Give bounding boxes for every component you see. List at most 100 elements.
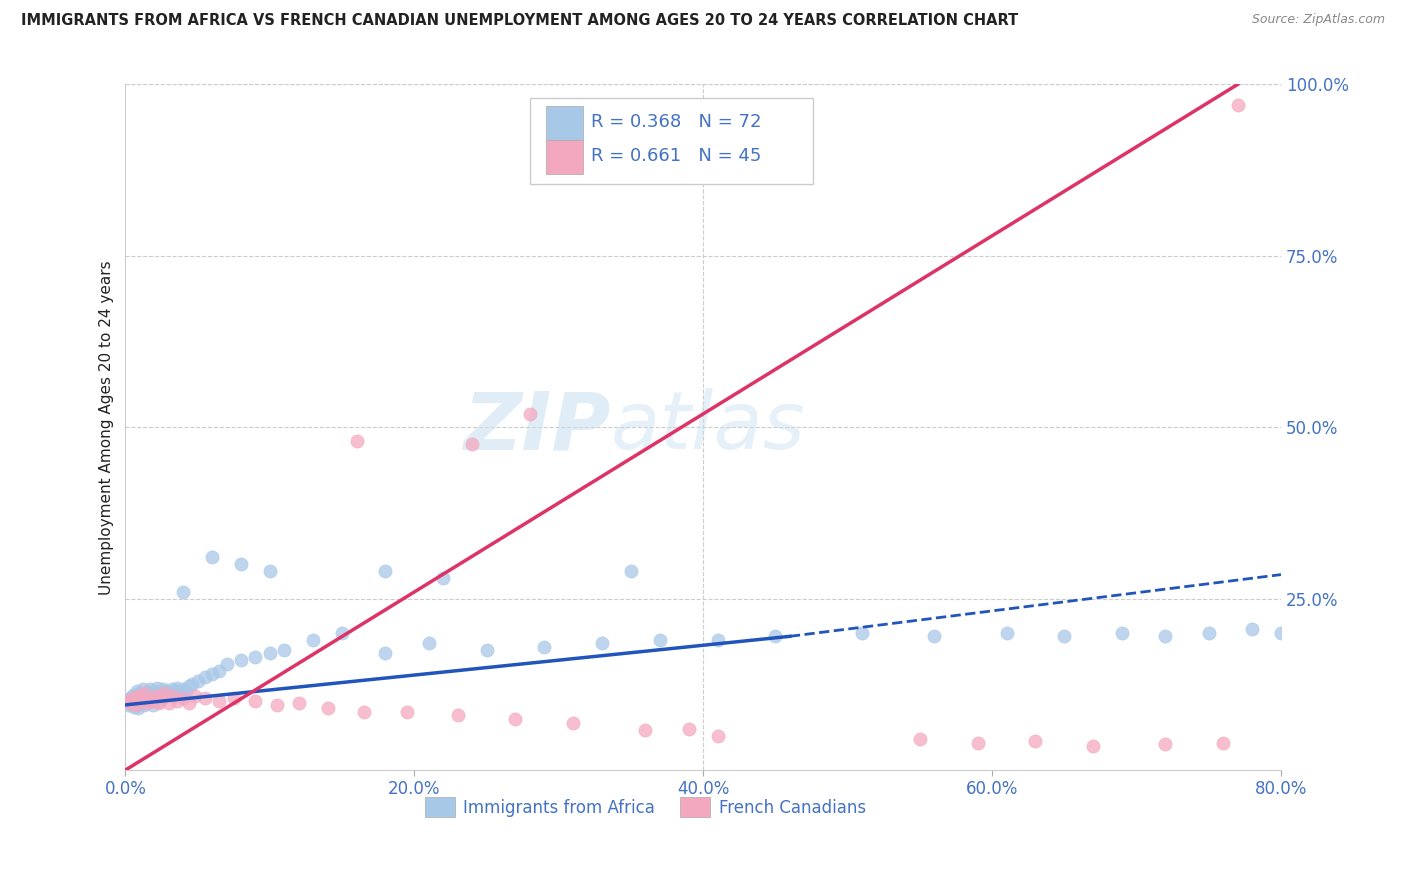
Point	[124, 689, 146, 703]
Point	[1053, 629, 1076, 643]
Point	[302, 632, 325, 647]
Point	[222, 691, 245, 706]
Point	[153, 689, 176, 703]
Point	[634, 723, 657, 738]
Point	[201, 550, 224, 565]
Point	[259, 564, 281, 578]
Point	[150, 691, 173, 706]
Point	[330, 626, 353, 640]
Point	[1111, 626, 1133, 640]
Point	[591, 636, 613, 650]
Point	[142, 694, 165, 708]
Point	[145, 689, 167, 703]
Point	[131, 694, 153, 708]
Point	[115, 694, 138, 708]
Point	[141, 691, 163, 706]
Point	[157, 696, 180, 710]
Point	[166, 694, 188, 708]
Point	[316, 701, 339, 715]
Y-axis label: Unemployment Among Ages 20 to 24 years: Unemployment Among Ages 20 to 24 years	[100, 260, 114, 595]
Point	[346, 434, 368, 448]
Point	[148, 694, 170, 708]
Point	[447, 708, 470, 723]
FancyBboxPatch shape	[546, 140, 583, 174]
Point	[177, 696, 200, 710]
Point	[131, 691, 153, 706]
Point	[122, 700, 145, 714]
Point	[966, 735, 988, 749]
Point	[132, 682, 155, 697]
Point	[461, 437, 484, 451]
Point	[266, 698, 288, 712]
Point	[533, 640, 555, 654]
Point	[1226, 98, 1249, 112]
Point	[121, 688, 143, 702]
Point	[142, 698, 165, 712]
Point	[245, 649, 267, 664]
Point	[145, 689, 167, 703]
Point	[127, 689, 149, 703]
Point	[172, 584, 194, 599]
Point	[138, 694, 160, 708]
Point	[648, 632, 671, 647]
Point	[851, 626, 873, 640]
Point	[519, 407, 541, 421]
Point	[139, 691, 162, 706]
Point	[187, 673, 209, 688]
Point	[148, 696, 170, 710]
Point	[117, 698, 139, 712]
Point	[152, 682, 174, 697]
Text: Source: ZipAtlas.com: Source: ZipAtlas.com	[1251, 13, 1385, 27]
Point	[134, 686, 156, 700]
Point	[150, 691, 173, 706]
Point	[124, 698, 146, 712]
Point	[432, 571, 454, 585]
Point	[155, 684, 177, 698]
FancyBboxPatch shape	[530, 98, 813, 184]
Point	[1212, 735, 1234, 749]
Point	[184, 689, 207, 703]
Point	[215, 657, 238, 671]
Point	[1270, 626, 1292, 640]
Point	[1241, 623, 1264, 637]
Text: atlas: atlas	[610, 388, 806, 467]
Text: R = 0.661   N = 45: R = 0.661 N = 45	[591, 147, 762, 165]
Point	[115, 694, 138, 708]
Point	[194, 691, 217, 706]
Point	[153, 686, 176, 700]
Point	[208, 664, 231, 678]
Point	[1083, 739, 1105, 753]
Point	[475, 643, 498, 657]
Point	[149, 686, 172, 700]
Point	[143, 684, 166, 698]
Point	[418, 636, 440, 650]
Point	[620, 564, 643, 578]
Point	[924, 629, 946, 643]
Point	[1024, 734, 1046, 748]
Point	[273, 643, 295, 657]
Point	[146, 681, 169, 695]
Point	[139, 682, 162, 697]
Point	[908, 732, 931, 747]
Point	[995, 626, 1018, 640]
Point	[163, 684, 186, 698]
Point	[134, 698, 156, 712]
Point	[678, 722, 700, 736]
Point	[353, 705, 375, 719]
Point	[118, 696, 141, 710]
Point	[172, 691, 194, 706]
FancyBboxPatch shape	[546, 105, 583, 140]
Point	[157, 686, 180, 700]
Point	[562, 716, 585, 731]
Point	[162, 689, 184, 703]
Point	[174, 684, 197, 698]
Point	[118, 691, 141, 706]
Point	[136, 686, 159, 700]
Point	[706, 632, 728, 647]
Point	[136, 696, 159, 710]
Point	[177, 679, 200, 693]
Text: IMMIGRANTS FROM AFRICA VS FRENCH CANADIAN UNEMPLOYMENT AMONG AGES 20 TO 24 YEARS: IMMIGRANTS FROM AFRICA VS FRENCH CANADIA…	[21, 13, 1018, 29]
Point	[374, 647, 396, 661]
Point	[374, 564, 396, 578]
Point	[505, 712, 527, 726]
